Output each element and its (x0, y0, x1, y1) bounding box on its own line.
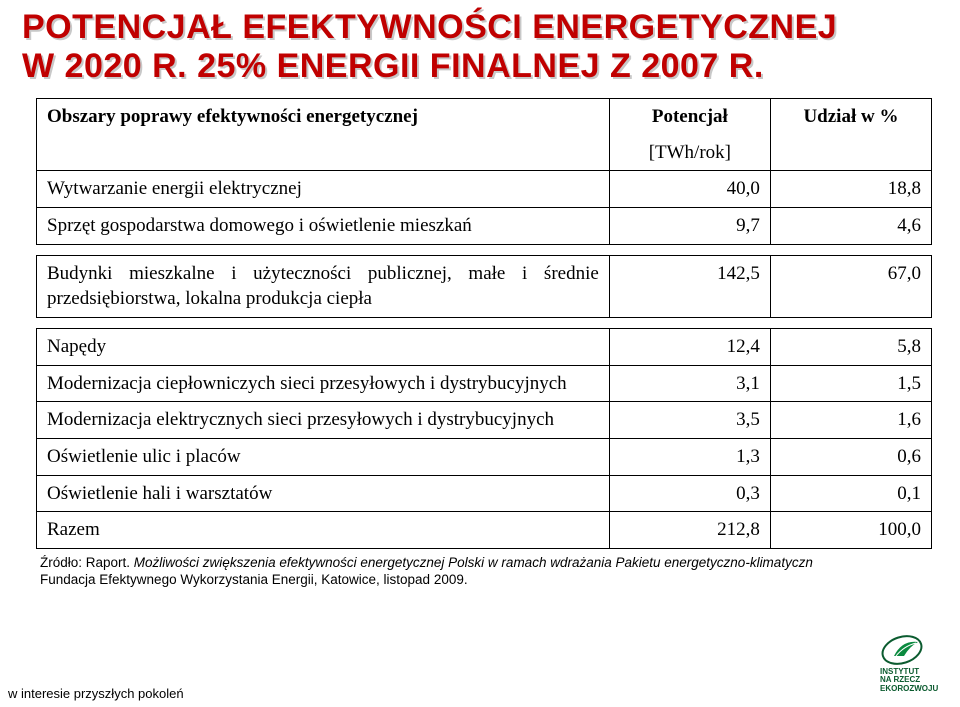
title-line-1: POTENCJAŁ EFEKTYWNOŚCI ENERGETYCZNEJ (22, 8, 837, 46)
page-title: POTENCJAŁ EFEKTYWNOŚCI ENERGETYCZNEJ W 2… (0, 0, 960, 86)
table-row-total: Razem 212,8 100,0 (37, 512, 932, 549)
row-v1: 212,8 (609, 512, 770, 549)
header-col3: Udział w % (770, 99, 931, 135)
row-v2: 1,6 (770, 402, 931, 439)
footer-text: w interesie przyszłych pokoleń (8, 686, 184, 701)
table-header-row: Obszary poprawy efektywności energetyczn… (37, 99, 932, 135)
table-row: Budynki mieszkalne i użyteczności public… (37, 255, 932, 317)
table-row: Sprzęt gospodarstwa domowego i oświetlen… (37, 208, 932, 245)
table-row: Oświetlenie ulic i placów 1,3 0,6 (37, 438, 932, 475)
header-col2-sub: [TWh/rok] (609, 135, 770, 171)
row-label: Wytwarzanie energii elektrycznej (37, 171, 610, 208)
table-container: Obszary poprawy efektywności energetyczn… (0, 86, 960, 549)
subheader-empty2 (770, 135, 931, 171)
efficiency-table-2: Budynki mieszkalne i użyteczności public… (36, 255, 932, 318)
row-label: Modernizacja ciepłowniczych sieci przesy… (37, 365, 610, 402)
row-v2: 0,1 (770, 475, 931, 512)
header-col2: Potencjał (609, 99, 770, 135)
efficiency-table: Obszary poprawy efektywności energetyczn… (36, 98, 932, 245)
table-row: Oświetlenie hali i warsztatów 0,3 0,1 (37, 475, 932, 512)
row-v1: 0,3 (609, 475, 770, 512)
row-v1: 12,4 (609, 329, 770, 366)
table-subheader-row: [TWh/rok] (37, 135, 932, 171)
logo-line3: EKOROZWOJU (880, 685, 950, 693)
row-v1: 1,3 (609, 438, 770, 475)
row-label: Oświetlenie ulic i placów (37, 438, 610, 475)
row-v2: 0,6 (770, 438, 931, 475)
row-v2: 67,0 (770, 255, 931, 317)
source-prefix: Źródło: Raport. (40, 555, 134, 570)
source-suffix: Fundacja Efektywnego Wykorzystania Energ… (40, 572, 468, 587)
table-row: Modernizacja elektrycznych sieci przesył… (37, 402, 932, 439)
table-row: Wytwarzanie energii elektrycznej 40,0 18… (37, 171, 932, 208)
subheader-empty (37, 135, 610, 171)
row-v2: 18,8 (770, 171, 931, 208)
leaf-icon (880, 632, 930, 666)
source-citation: Źródło: Raport. Możliwości zwiększenia e… (0, 549, 960, 589)
row-label: Oświetlenie hali i warsztatów (37, 475, 610, 512)
row-label: Napędy (37, 329, 610, 366)
efficiency-table-3: Napędy 12,4 5,8 Modernizacja ciepłownicz… (36, 328, 932, 549)
institute-logo: INSTYTUT NA RZECZ EKOROZWOJU (880, 632, 950, 693)
row-v1: 3,5 (609, 402, 770, 439)
source-italic: Możliwości zwiększenia efektywności ener… (134, 555, 813, 570)
row-v2: 1,5 (770, 365, 931, 402)
row-label: Sprzęt gospodarstwa domowego i oświetlen… (37, 208, 610, 245)
title-line-2: W 2020 R. 25% ENERGII FINALNEJ Z 2007 R. (22, 47, 764, 85)
header-col1: Obszary poprawy efektywności energetyczn… (37, 99, 610, 135)
row-label: Modernizacja elektrycznych sieci przesył… (37, 402, 610, 439)
row-v1: 3,1 (609, 365, 770, 402)
row-v2: 4,6 (770, 208, 931, 245)
row-v2: 5,8 (770, 329, 931, 366)
row-v2: 100,0 (770, 512, 931, 549)
row-v1: 9,7 (609, 208, 770, 245)
row-v1: 142,5 (609, 255, 770, 317)
table-row: Modernizacja ciepłowniczych sieci przesy… (37, 365, 932, 402)
table-row: Napędy 12,4 5,8 (37, 329, 932, 366)
row-label: Budynki mieszkalne i użyteczności public… (37, 255, 610, 317)
row-label: Razem (37, 512, 610, 549)
row-v1: 40,0 (609, 171, 770, 208)
